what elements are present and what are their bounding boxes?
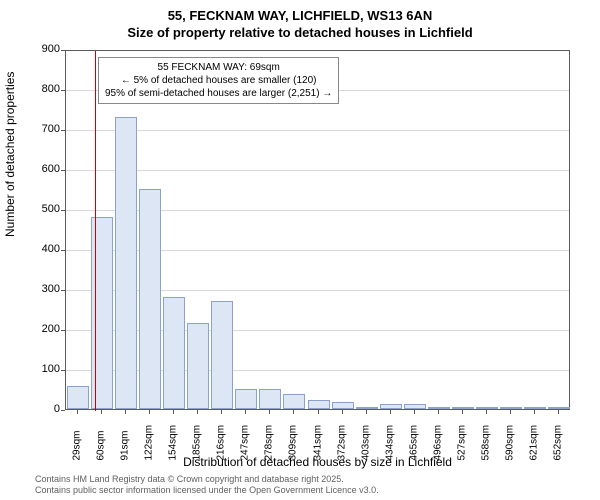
bar bbox=[139, 189, 161, 409]
annotation-line3: 95% of semi-detached houses are larger (… bbox=[105, 87, 332, 100]
chart-subtitle: Size of property relative to detached ho… bbox=[0, 23, 600, 40]
x-tick-mark bbox=[390, 410, 391, 414]
x-tick-label: 496sqm bbox=[432, 425, 443, 461]
x-tick-label: 527sqm bbox=[456, 425, 467, 461]
x-tick-mark bbox=[558, 410, 559, 414]
x-tick-label: 29sqm bbox=[72, 425, 83, 461]
x-tick-mark bbox=[269, 410, 270, 414]
y-tick-label: 800 bbox=[30, 83, 60, 95]
x-tick-mark bbox=[77, 410, 78, 414]
y-axis-label: Number of detached properties bbox=[3, 72, 17, 237]
bar bbox=[235, 389, 257, 409]
x-tick-label: 652sqm bbox=[552, 425, 563, 461]
bar bbox=[187, 323, 209, 409]
bar bbox=[115, 117, 137, 409]
y-tick-label: 0 bbox=[30, 403, 60, 415]
x-tick-mark bbox=[486, 410, 487, 414]
x-tick-mark bbox=[197, 410, 198, 414]
y-tick-label: 300 bbox=[30, 283, 60, 295]
bar bbox=[524, 407, 546, 409]
y-tick-mark bbox=[61, 410, 65, 411]
x-tick-label: 403sqm bbox=[360, 425, 371, 461]
bar bbox=[452, 407, 474, 409]
x-tick-label: 558sqm bbox=[480, 425, 491, 461]
annotation-line1: 55 FECKNAM WAY: 69sqm bbox=[105, 61, 332, 74]
annotation-line2: ← 5% of detached houses are smaller (120… bbox=[105, 74, 332, 87]
bar bbox=[308, 400, 330, 409]
x-tick-mark bbox=[342, 410, 343, 414]
y-tick-label: 100 bbox=[30, 363, 60, 375]
x-tick-label: 590sqm bbox=[504, 425, 515, 461]
bar bbox=[500, 407, 522, 409]
x-tick-mark bbox=[125, 410, 126, 414]
bar bbox=[283, 394, 305, 409]
bar bbox=[380, 404, 402, 409]
x-tick-mark bbox=[510, 410, 511, 414]
x-tick-mark bbox=[101, 410, 102, 414]
x-tick-mark bbox=[245, 410, 246, 414]
x-tick-label: 465sqm bbox=[408, 425, 419, 461]
x-tick-label: 91sqm bbox=[120, 425, 131, 461]
y-tick-label: 200 bbox=[30, 323, 60, 335]
histogram-chart: 55, FECKNAM WAY, LICHFIELD, WS13 6AN Siz… bbox=[0, 0, 600, 500]
y-tick-label: 600 bbox=[30, 163, 60, 175]
x-tick-label: 278sqm bbox=[264, 425, 275, 461]
x-tick-label: 372sqm bbox=[336, 425, 347, 461]
x-tick-mark bbox=[462, 410, 463, 414]
y-tick-label: 400 bbox=[30, 243, 60, 255]
x-tick-mark bbox=[149, 410, 150, 414]
bar bbox=[211, 301, 233, 409]
x-tick-mark bbox=[438, 410, 439, 414]
x-tick-label: 621sqm bbox=[528, 425, 539, 461]
y-tick-label: 500 bbox=[30, 203, 60, 215]
bar bbox=[67, 386, 89, 409]
plot-area: 55 FECKNAM WAY: 69sqm ← 5% of detached h… bbox=[65, 50, 570, 410]
x-tick-label: 434sqm bbox=[384, 425, 395, 461]
x-tick-mark bbox=[318, 410, 319, 414]
x-tick-label: 60sqm bbox=[96, 425, 107, 461]
footer: Contains HM Land Registry data © Crown c… bbox=[35, 474, 379, 496]
x-tick-label: 216sqm bbox=[216, 425, 227, 461]
bar bbox=[476, 407, 498, 409]
x-tick-label: 122sqm bbox=[144, 425, 155, 461]
x-tick-label: 154sqm bbox=[168, 425, 179, 461]
x-tick-label: 247sqm bbox=[240, 425, 251, 461]
chart-title: 55, FECKNAM WAY, LICHFIELD, WS13 6AN bbox=[0, 0, 600, 23]
x-tick-mark bbox=[534, 410, 535, 414]
x-tick-label: 341sqm bbox=[312, 425, 323, 461]
y-tick-label: 900 bbox=[30, 43, 60, 55]
bar bbox=[259, 389, 281, 409]
x-tick-mark bbox=[221, 410, 222, 414]
bar bbox=[332, 402, 354, 409]
x-tick-mark bbox=[414, 410, 415, 414]
x-tick-mark bbox=[173, 410, 174, 414]
y-tick-label: 700 bbox=[30, 123, 60, 135]
annotation-box: 55 FECKNAM WAY: 69sqm ← 5% of detached h… bbox=[98, 57, 339, 104]
footer-line1: Contains HM Land Registry data © Crown c… bbox=[35, 474, 379, 485]
reference-line bbox=[95, 51, 96, 411]
bar bbox=[404, 404, 426, 409]
bar bbox=[428, 407, 450, 409]
x-tick-label: 185sqm bbox=[192, 425, 203, 461]
bar bbox=[548, 407, 570, 409]
x-tick-mark bbox=[293, 410, 294, 414]
bar bbox=[163, 297, 185, 409]
x-tick-mark bbox=[366, 410, 367, 414]
x-tick-label: 309sqm bbox=[288, 425, 299, 461]
footer-line2: Contains public sector information licen… bbox=[35, 485, 379, 496]
bar bbox=[356, 407, 378, 409]
